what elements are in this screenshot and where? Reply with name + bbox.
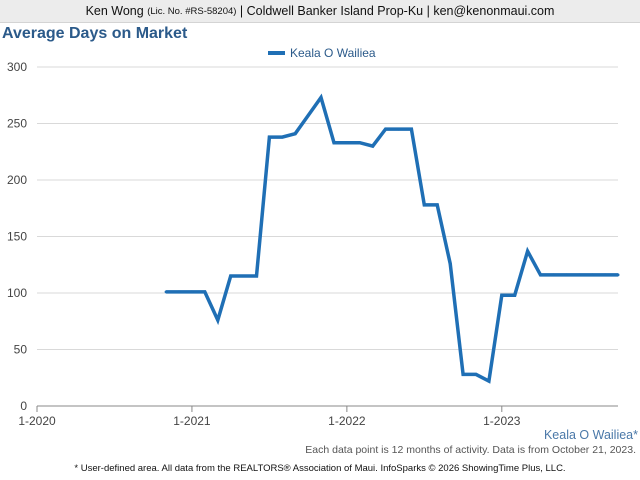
y-tick-label: 250: [7, 117, 27, 131]
data-point: [332, 141, 336, 145]
data-point: [293, 132, 297, 136]
data-point: [190, 290, 194, 294]
data-point: [229, 274, 233, 278]
data-point: [435, 203, 439, 207]
data-point: [474, 372, 478, 376]
x-tick-label: 1-2020: [18, 414, 56, 428]
data-point: [539, 273, 543, 277]
series-line-keala-o-wailiea: [166, 93, 618, 384]
chart-title: Average Days on Market: [2, 25, 188, 42]
data-point: [603, 273, 607, 277]
data-point: [397, 127, 401, 131]
data-point: [461, 372, 465, 376]
data-point: [345, 141, 349, 145]
data-note: Each data point is 12 months of activity…: [305, 444, 636, 456]
data-point: [358, 141, 362, 145]
data-point: [487, 379, 491, 383]
data-point: [616, 273, 620, 277]
data-point: [526, 249, 530, 253]
y-tick-label: 0: [20, 399, 27, 413]
data-point: [590, 273, 594, 277]
y-tick-label: 150: [7, 230, 27, 244]
agent-license: (Lic. No. #RS-58204): [147, 5, 237, 17]
data-point: [177, 290, 181, 294]
x-tick-label: 1-2023: [483, 414, 521, 428]
y-tick-label: 100: [7, 286, 27, 300]
agent-header-bar: Ken Wong (Lic. No. #RS-58204) | Coldwell…: [0, 0, 640, 23]
data-point: [319, 96, 323, 100]
data-point: [500, 293, 504, 297]
data-point: [164, 290, 168, 294]
data-point: [216, 318, 220, 322]
data-point: [306, 114, 310, 118]
footer-disclaimer: * User-defined area. All data from the R…: [74, 463, 566, 474]
area-label: Keala O Wailiea*: [543, 428, 638, 442]
data-point: [242, 274, 246, 278]
data-point: [409, 127, 413, 131]
data-point: [371, 144, 375, 148]
data-point: [267, 135, 271, 139]
data-point: [577, 273, 581, 277]
agent-name: Ken Wong: [85, 4, 144, 18]
data-point: [513, 293, 517, 297]
data-point: [280, 135, 284, 139]
agent-company: | Coldwell Banker Island Prop-Ku |: [239, 4, 430, 18]
data-point: [384, 127, 388, 131]
data-point: [203, 290, 207, 294]
y-tick-label: 200: [7, 173, 27, 187]
data-point: [448, 262, 452, 266]
y-tick-label: 300: [7, 60, 27, 74]
data-point: [422, 203, 426, 207]
data-point: [254, 274, 258, 278]
data-point: [564, 273, 568, 277]
line-chart: 0 50 100 150 200 250 300 1-2020 1-2021 1-2022 1-20…: [7, 46, 620, 428]
agent-email: ken@kenonmaui.com: [433, 4, 555, 18]
x-tick-label: 1-2022: [328, 414, 366, 428]
legend-label: Keala O Wailiea: [290, 46, 376, 60]
y-tick-label: 50: [14, 343, 28, 357]
data-point: [551, 273, 555, 277]
x-tick-label: 1-2021: [173, 414, 211, 428]
